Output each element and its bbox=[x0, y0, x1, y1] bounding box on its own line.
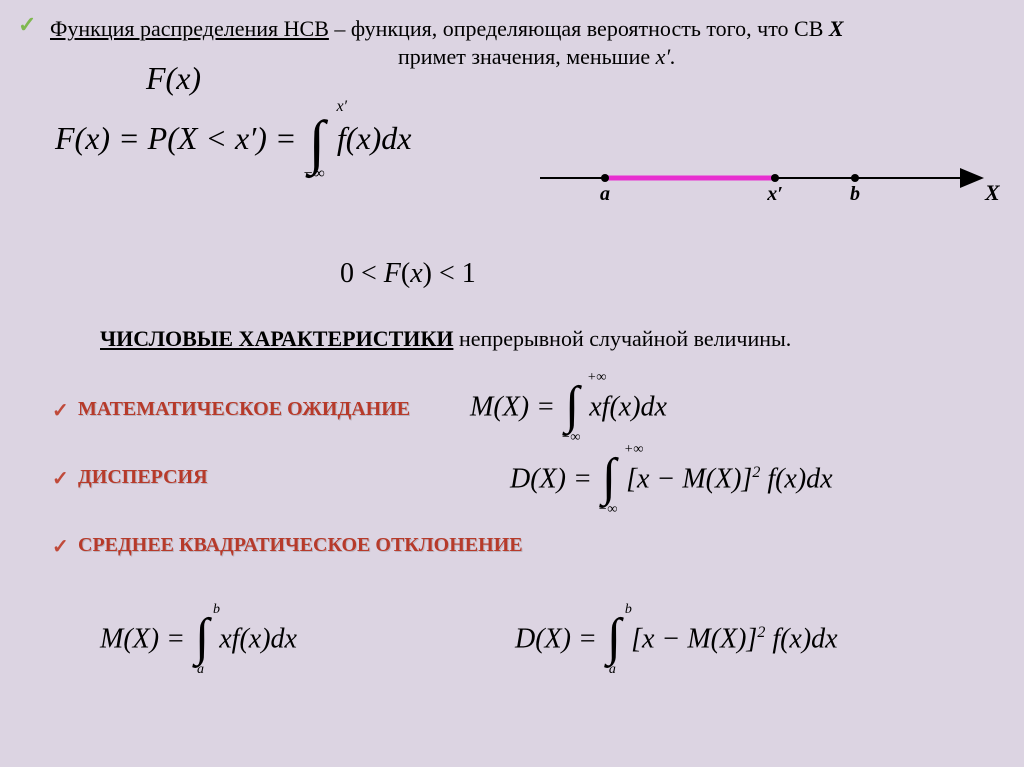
dx-inf-lower: −∞ bbox=[598, 502, 617, 518]
mx-inf-lhs: M(X) = bbox=[470, 391, 562, 422]
dx-ab-upper: b bbox=[625, 602, 632, 618]
integral-sign: x′ ∫ −∞ bbox=[308, 120, 324, 163]
definition-title: Функция распределения НСВ bbox=[50, 16, 329, 41]
svg-text:X: X bbox=[984, 180, 1000, 205]
bullet-check-std: ✓ bbox=[52, 534, 69, 559]
section-bold: ЧИСЛОВЫЕ ХАРАКТЕРИСТИКИ bbox=[100, 326, 453, 351]
mx-inf-upper: +∞ bbox=[587, 370, 606, 386]
definition-line-1: Функция распределения НСВ – функция, опр… bbox=[50, 16, 844, 42]
dx-ab-body: [x − M(X)] bbox=[631, 623, 757, 654]
formula-mx-ab: M(X) = b ∫ a xf(x)dx bbox=[100, 620, 297, 662]
integral-upper: x′ bbox=[336, 98, 347, 116]
formula-mx-inf: M(X) = +∞ ∫ −∞ xf(x)dx bbox=[470, 388, 667, 430]
section-rest: непрерывной случайной величины. bbox=[453, 326, 791, 351]
definition-text-2: примет значения, меньшие bbox=[398, 44, 656, 69]
definition-X: X bbox=[829, 16, 844, 41]
dx-inf-body: [x − M(X)] bbox=[626, 463, 752, 494]
integral-body: f(x)dx bbox=[337, 120, 412, 156]
mx-ab-upper: b bbox=[213, 602, 220, 618]
mx-inf-int: +∞ ∫ −∞ bbox=[565, 388, 579, 430]
formula-dx-ab: D(X) = b ∫ a [x − M(X)]2 f(x)dx bbox=[515, 620, 838, 662]
svg-text:a: a bbox=[600, 183, 610, 205]
dx-inf-tail: f(x)dx bbox=[760, 463, 832, 494]
integral-lhs: F(x) = P(X < x′) = bbox=[55, 120, 304, 156]
mx-inf-lower: −∞ bbox=[561, 430, 580, 446]
integral-lower: −∞ bbox=[302, 165, 324, 183]
bullet-check-var: ✓ bbox=[52, 466, 69, 491]
dx-inf-int: +∞ ∫ −∞ bbox=[602, 460, 616, 502]
definition-xprime: x′. bbox=[656, 44, 676, 69]
mx-inf-body: xf(x)dx bbox=[589, 391, 667, 422]
definition-text-1: – функция, определяющая вероятность того… bbox=[329, 16, 829, 41]
definition-line-2: примет значения, меньшие x′. bbox=[398, 44, 676, 70]
mx-ab-int: b ∫ a bbox=[195, 620, 209, 662]
section-heading: ЧИСЛОВЫЕ ХАРАКТЕРИСТИКИ непрерывной случ… bbox=[100, 326, 791, 352]
dx-inf-lhs: D(X) = bbox=[510, 463, 599, 494]
fx-symbol: F(x) bbox=[146, 60, 201, 97]
range-inequality: 0 < F(x) < 1 bbox=[340, 258, 476, 290]
bullet-check-exp: ✓ bbox=[52, 398, 69, 423]
mx-ab-lower: a bbox=[197, 662, 204, 678]
dx-inf-upper: +∞ bbox=[624, 442, 643, 458]
label-expectation: МАТЕМАТИЧЕСКОЕ ОЖИДАНИЕ bbox=[78, 398, 410, 421]
svg-text:b: b bbox=[850, 183, 860, 205]
mx-ab-lhs: M(X) = bbox=[100, 623, 192, 654]
dx-ab-lhs: D(X) = bbox=[515, 623, 604, 654]
label-std: СРЕДНЕЕ КВАДРАТИЧЕСКОЕ ОТКЛОНЕНИЕ bbox=[78, 534, 523, 557]
bullet-check: ✓ bbox=[18, 12, 36, 38]
dx-ab-lower: a bbox=[609, 662, 616, 678]
number-line: a x′ b X bbox=[540, 158, 1000, 218]
mx-ab-body: xf(x)dx bbox=[219, 623, 297, 654]
svg-text:x′: x′ bbox=[766, 183, 783, 205]
dx-ab-int: b ∫ a bbox=[607, 620, 621, 662]
formula-dx-inf: D(X) = +∞ ∫ −∞ [x − M(X)]2 f(x)dx bbox=[510, 460, 833, 502]
main-integral: F(x) = P(X < x′) = x′ ∫ −∞ f(x)dx bbox=[55, 120, 412, 163]
dx-ab-tail: f(x)dx bbox=[765, 623, 837, 654]
label-variance: ДИСПЕРСИЯ bbox=[78, 466, 208, 489]
